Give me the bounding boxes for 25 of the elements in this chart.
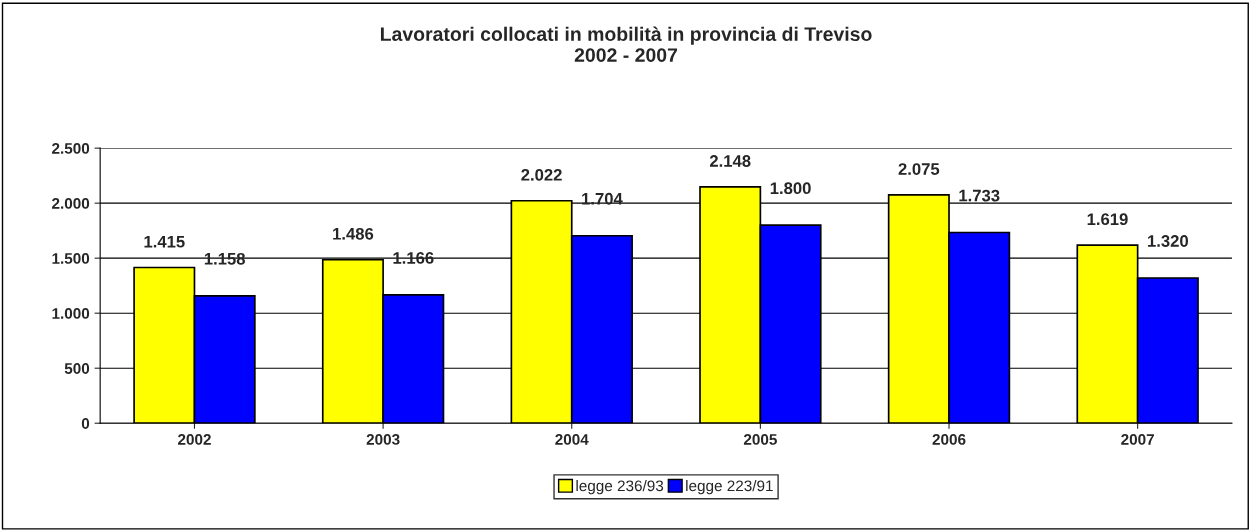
- y-tick-label: 2.000: [52, 198, 90, 209]
- data-label: 2.148: [709, 155, 751, 167]
- legend-label: legge 223/91: [686, 479, 773, 495]
- x-tick-label: 2003: [366, 434, 400, 445]
- chart-title: Lavoratori collocati in mobilità in provincia di Treviso 2002 - 2007: [380, 26, 872, 62]
- y-tick-label: 1.500: [52, 253, 90, 264]
- data-label: 2.022: [521, 168, 562, 181]
- data-label: 1.486: [333, 227, 374, 240]
- y-tick-label: 0: [81, 418, 90, 429]
- data-label: 1.733: [959, 189, 1000, 202]
- y-tick-label: 1.000: [52, 308, 90, 319]
- y-tick-label: 500: [64, 363, 90, 374]
- y-tick-label: 2.500: [52, 143, 90, 154]
- data-label: 1.415: [144, 235, 185, 248]
- legend-label: legge 236/93: [576, 479, 664, 495]
- data-label: 1.800: [770, 182, 811, 195]
- data-label: 1.619: [1087, 213, 1128, 226]
- data-label: 2.075: [898, 163, 940, 175]
- data-label: 1.704: [582, 192, 623, 205]
- x-tick-label: 2004: [555, 434, 589, 445]
- x-tick-label: 2006: [932, 434, 966, 445]
- x-tick-label: 2007: [1121, 434, 1154, 445]
- x-tick-label: 2005: [743, 434, 777, 445]
- data-label: 1.320: [1148, 235, 1188, 247]
- x-tick-label: 2002: [178, 434, 211, 445]
